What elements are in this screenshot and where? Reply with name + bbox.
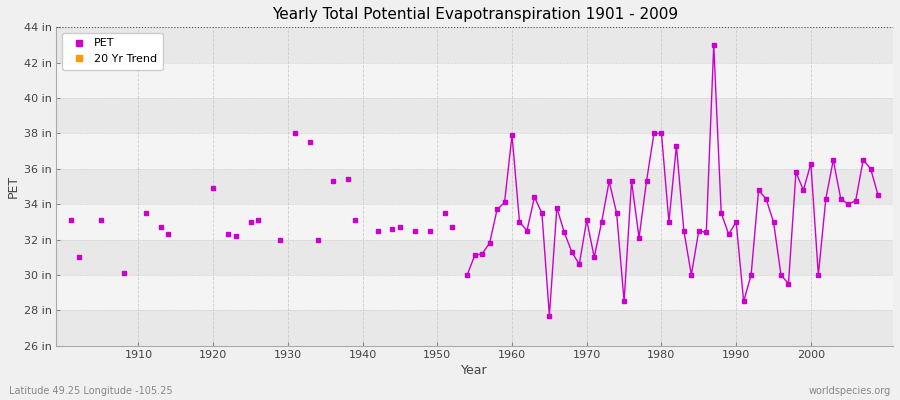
Y-axis label: PET: PET bbox=[7, 175, 20, 198]
Bar bbox=[57, 27, 893, 63]
Title: Yearly Total Potential Evapotranspiration 1901 - 2009: Yearly Total Potential Evapotranspiratio… bbox=[272, 7, 678, 22]
Bar bbox=[57, 310, 893, 346]
Legend: PET, 20 Yr Trend: PET, 20 Yr Trend bbox=[62, 33, 163, 70]
Bar bbox=[57, 63, 893, 98]
Bar bbox=[57, 275, 893, 310]
Bar bbox=[57, 240, 893, 275]
Bar bbox=[57, 134, 893, 169]
Text: worldspecies.org: worldspecies.org bbox=[809, 386, 891, 396]
Bar bbox=[57, 98, 893, 134]
Bar bbox=[57, 169, 893, 204]
Text: Latitude 49.25 Longitude -105.25: Latitude 49.25 Longitude -105.25 bbox=[9, 386, 173, 396]
Bar bbox=[57, 204, 893, 240]
X-axis label: Year: Year bbox=[462, 364, 488, 377]
